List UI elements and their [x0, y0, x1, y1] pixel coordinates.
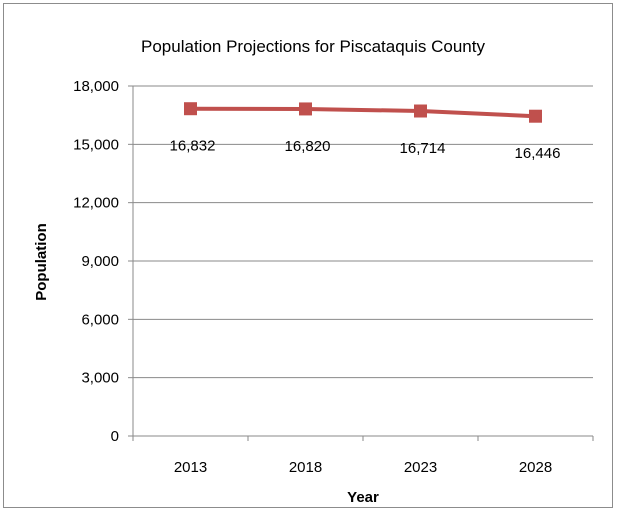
y-tick-label: 6,000: [81, 311, 119, 328]
data-point: [529, 109, 542, 123]
y-axis-title: Population: [33, 223, 50, 301]
series-group: [184, 102, 542, 123]
y-tick-label: 0: [111, 428, 119, 445]
series-line: [190, 106, 536, 119]
y-tick-label: 3,000: [81, 370, 119, 387]
axes: [128, 85, 594, 441]
data-label: 16,714: [400, 140, 446, 157]
y-tick-label: 12,000: [73, 195, 119, 212]
y-tick-labels: 0 3,000 6,000 9,000 12,000 15,000 18,000: [73, 78, 119, 445]
x-tick-label: 2013: [174, 459, 207, 476]
y-tick-label: 15,000: [73, 136, 119, 153]
y-tick-label: 9,000: [81, 253, 119, 270]
x-tick-label: 2023: [404, 459, 437, 476]
y-tick-label: 18,000: [73, 78, 119, 95]
chart-title: Population Projections for Piscataquis C…: [141, 37, 485, 56]
gridlines: [133, 85, 593, 379]
x-tick-label: 2028: [519, 459, 552, 476]
data-label: 16,832: [170, 138, 216, 155]
x-tick-label: 2018: [289, 459, 322, 476]
data-label: 16,446: [515, 145, 561, 162]
data-point: [414, 104, 427, 118]
chart-frame: [3, 3, 613, 508]
data-label: 16,820: [285, 138, 331, 155]
x-tick-labels: 2013 2018 2023 2028: [174, 459, 552, 476]
data-point: [299, 102, 312, 116]
data-point: [184, 102, 197, 116]
x-axis-title: Year: [347, 489, 379, 506]
data-labels: 16,832 16,820 16,714 16,446: [170, 138, 561, 163]
